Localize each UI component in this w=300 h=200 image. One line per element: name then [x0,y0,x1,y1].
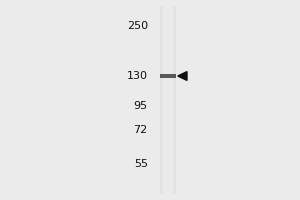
Text: 250: 250 [127,21,148,31]
Text: 55: 55 [134,159,148,169]
Bar [164,6,172,194]
Text: 72: 72 [134,125,148,135]
Text: 130: 130 [127,71,148,81]
Bar [160,74,176,78]
Polygon shape [178,72,187,80]
Text: 95: 95 [134,101,148,111]
Bar [160,6,176,194]
